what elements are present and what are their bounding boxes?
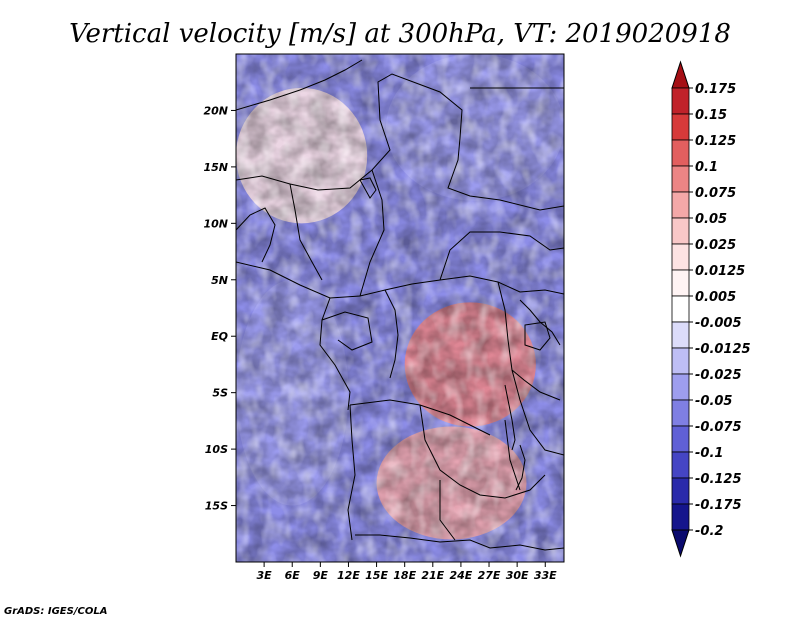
colorbar-swatch xyxy=(671,477,690,505)
x-tick-label: 9E xyxy=(313,569,329,582)
colorbar-swatch xyxy=(671,269,690,297)
y-tick-label: 15N xyxy=(203,161,228,174)
y-tick-label: 10N xyxy=(203,217,228,230)
x-tick-label: 18E xyxy=(393,569,416,582)
colorbar-label: 0.05 xyxy=(695,212,727,227)
grads-credit: GrADS: IGES/COLA xyxy=(4,606,107,617)
x-tick-label: 6E xyxy=(285,569,301,582)
colorbar-label: 0.175 xyxy=(695,82,736,97)
colorbar-label: -0.175 xyxy=(695,498,742,513)
colorbar-label: -0.05 xyxy=(695,394,732,409)
y-tick-label: 5N xyxy=(211,274,228,287)
colorbar-label: -0.005 xyxy=(695,316,742,331)
colorbar-swatch xyxy=(671,113,690,141)
x-tick-label: 12E xyxy=(337,569,360,582)
y-tick-label: 5S xyxy=(212,387,228,400)
colorbar-label: -0.1 xyxy=(695,446,723,461)
x-tick-label: 15E xyxy=(365,569,388,582)
colorbar-label: -0.0125 xyxy=(695,342,751,357)
colorbar-swatch xyxy=(671,139,690,167)
colorbar-swatch xyxy=(671,243,690,271)
colorbar-label: 0.075 xyxy=(695,186,736,201)
y-tick-label: 20N xyxy=(203,104,228,117)
colorbar-label: 0.0125 xyxy=(695,264,745,279)
colorbar: 0.175 0.15 0.125 0.1 0.075 0.05 0.025 0.0125 0.0… xyxy=(671,60,751,558)
colorbar-swatch xyxy=(671,451,690,479)
x-tick-label: 21E xyxy=(421,569,444,582)
colorbar-swatch xyxy=(671,373,690,401)
plot-frame xyxy=(235,53,565,563)
colorbar-label: 0.125 xyxy=(695,134,736,149)
colorbar-label: 0.1 xyxy=(695,160,718,175)
colorbar-swatch xyxy=(671,425,690,453)
colorbar-swatch xyxy=(671,399,690,427)
field-texture-light xyxy=(236,54,564,562)
x-tick-label: 33E xyxy=(534,569,557,582)
x-tick-label: 30E xyxy=(506,569,529,582)
x-axis: 3E 6E 9E 12E 15E 18E 21E 24E 27E 30E 33E xyxy=(257,562,557,582)
colorbar-label: -0.075 xyxy=(695,420,742,435)
colorbar-label: -0.125 xyxy=(695,472,742,487)
colorbar-top-arrow xyxy=(671,60,690,89)
colorbar-label: 0.025 xyxy=(695,238,736,253)
colorbar-swatch xyxy=(671,347,690,375)
colorbar-bottom-arrow xyxy=(671,529,690,558)
y-tick-label: EQ xyxy=(211,330,228,343)
colorbar-swatch xyxy=(671,503,690,531)
chart-title: Vertical velocity [m/s] at 300hPa, VT: 2… xyxy=(69,19,731,49)
x-tick-label: 24E xyxy=(450,569,473,582)
colorbar-swatch xyxy=(671,217,690,245)
x-tick-label: 27E xyxy=(478,569,501,582)
colorbar-swatch xyxy=(671,191,690,219)
y-axis: 20N 15N 10N 5N EQ 5S 10S 15S xyxy=(203,104,236,513)
colorbar-swatch xyxy=(671,87,690,115)
colorbar-label: 0.005 xyxy=(695,290,736,305)
y-tick-label: 15S xyxy=(205,500,228,513)
y-tick-label: 10S xyxy=(205,443,228,456)
colorbar-label: -0.2 xyxy=(695,524,723,539)
colorbar-label: 0.15 xyxy=(695,108,727,123)
plot-area xyxy=(236,54,564,562)
colorbar-swatch xyxy=(671,165,690,193)
x-tick-label: 3E xyxy=(257,569,273,582)
colorbar-label: -0.025 xyxy=(695,368,742,383)
colorbar-swatch xyxy=(671,321,690,349)
colorbar-swatch xyxy=(671,295,690,323)
lakes xyxy=(359,177,551,491)
country-borders xyxy=(236,59,564,551)
